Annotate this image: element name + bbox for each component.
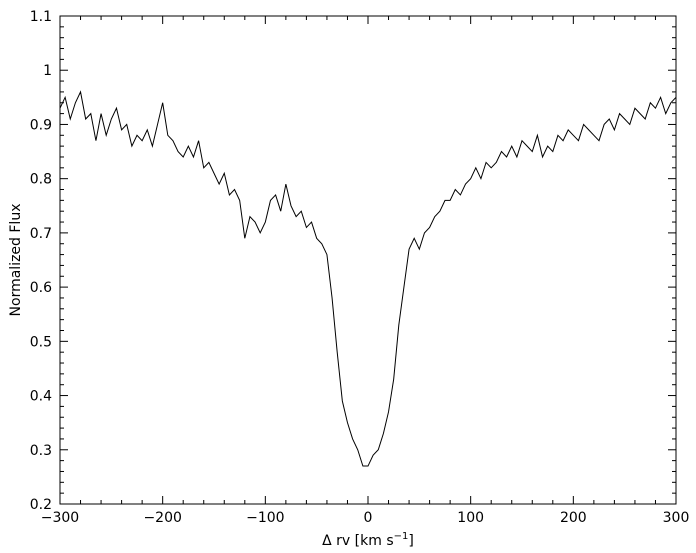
y-tick-label: 0.9 [30,117,52,133]
y-tick-label: 1.1 [30,9,52,25]
x-tick-label: −100 [246,510,284,526]
y-axis-label: Normalized Flux [8,204,24,317]
y-tick-label: 0.6 [30,280,52,296]
y-tick-label: 1 [43,63,52,79]
x-axis-label-main: Δ rv [km s [322,533,393,549]
x-tick-label: −300 [41,510,79,526]
x-axis-label-exponent: −1 [394,531,409,542]
y-tick-label: 0.2 [30,497,52,513]
y-tick-label: 0.7 [30,226,52,242]
y-tick-label: 0.5 [30,334,52,350]
x-tick-label: 0 [364,510,373,526]
series-line [59,90,677,467]
x-tick-label: −200 [143,510,181,526]
x-tick-label: 200 [560,510,587,526]
y-tick-label: 0.3 [30,443,52,459]
axis-tick-labels: −300 −200 −100 0 100 200 300 0.2 0.3 0.4 0.5 0.6 0.7… [30,9,690,526]
axis-ticks [59,15,677,505]
y-tick-label: 0.8 [30,172,52,188]
x-axis-label-close: ] [408,533,413,549]
x-tick-label: 300 [663,510,690,526]
x-axis-label: Δ rv [km s−1] [322,531,414,549]
y-tick-label: 0.4 [30,389,52,405]
x-tick-label: 100 [457,510,484,526]
plot-frame [59,15,677,505]
